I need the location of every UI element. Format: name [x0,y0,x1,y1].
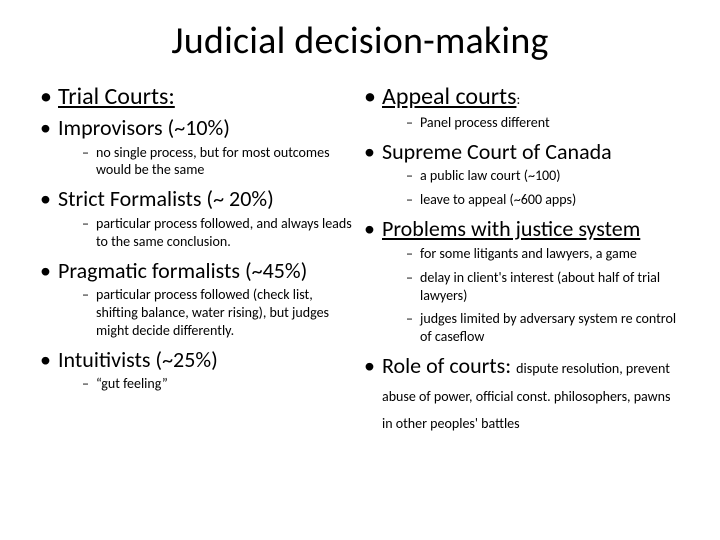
left-sub: particular process followed (check list,… [40,286,356,340]
right-sub: delay in client's interest (about half o… [364,269,680,305]
right-sub: for some litigants and lawyers, a game [364,245,680,263]
left-item-label: Pragmatic formalists (~45%) [58,257,307,284]
left-item-label: Strict Formalists (~ 20%) [58,185,274,212]
right-heading: Appeal courts: [364,82,680,112]
right-column: Appeal courts: Panel process different S… [364,82,680,437]
right-sub: leave to appeal (~600 apps) [364,191,680,209]
right-item-problems: Problems with justice system [364,215,680,243]
left-sub: “gut feeling” [40,375,356,393]
left-heading: Trial Courts: [40,82,356,112]
left-item-improvisors: Improvisors (~10%) [40,114,356,142]
left-item-strict-formalists: Strict Formalists (~ 20%) [40,185,356,213]
right-item-label: Problems with justice system [382,215,640,242]
slide-title: Judicial decision-making [40,18,680,64]
left-sub: particular process followed, and always … [40,215,356,251]
right-heading-text: Appeal courts [382,82,516,111]
left-item-label: Improvisors (~10%) [58,114,230,141]
left-heading-text: Trial Courts: [58,82,175,111]
right-pre-sub: Panel process different [364,114,680,132]
right-heading-suffix: : [516,91,520,108]
right-item-label: Supreme Court of Canada [382,138,612,165]
left-item-label: Intuitivists (~25%) [58,346,218,373]
left-sub: no single process, but for most outcomes… [40,144,356,180]
right-item-role-of-courts: Role of courts: dispute resolution, prev… [364,352,680,435]
right-item-supreme-court: Supreme Court of Canada [364,138,680,166]
content-columns: Trial Courts: Improvisors (~10%) no sing… [40,82,680,437]
right-item-label: Role of courts: [382,352,511,379]
left-column: Trial Courts: Improvisors (~10%) no sing… [40,82,356,437]
right-sub: judges limited by adversary system re co… [364,310,680,346]
right-sub: a public law court (~100) [364,167,680,185]
left-item-pragmatic-formalists: Pragmatic formalists (~45%) [40,257,356,285]
left-item-intuitivists: Intuitivists (~25%) [40,346,356,374]
